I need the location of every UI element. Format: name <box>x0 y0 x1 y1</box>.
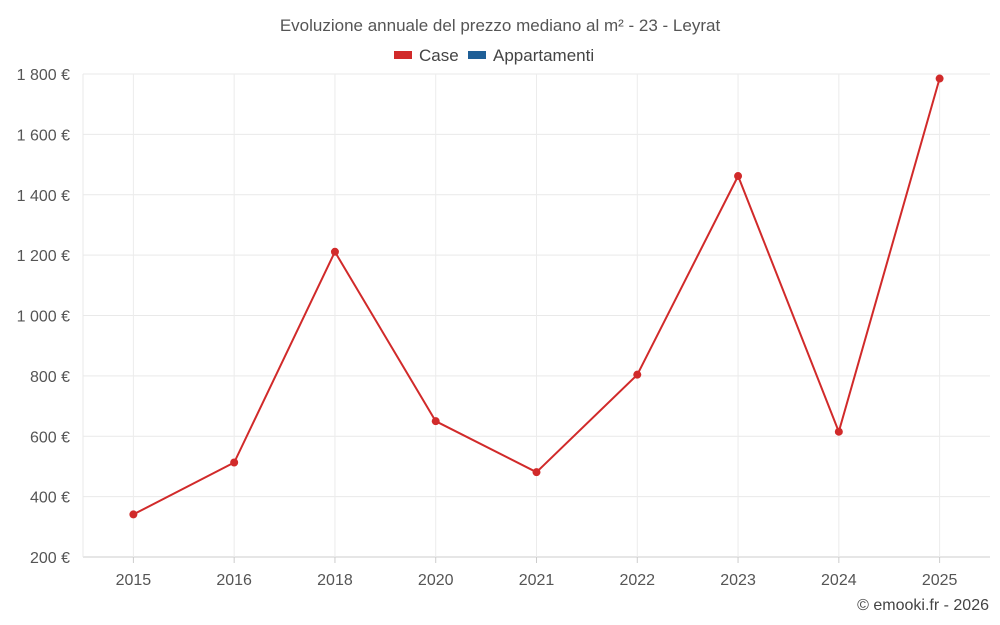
y-axis: 200 € 400 € 600 € 800 € 1 000 € 1 200 € 1 400 … <box>17 67 70 567</box>
x-tick-label: 2018 <box>317 572 353 589</box>
x-tick-label: 2023 <box>720 572 756 589</box>
data-point[interactable] <box>330 247 339 256</box>
x-tick-label: 2016 <box>216 572 252 589</box>
data-point[interactable] <box>129 510 138 519</box>
y-tick-label: 1 200 € <box>17 248 70 265</box>
credit-text: © emooki.fr - 2026 <box>857 597 989 614</box>
data-point[interactable] <box>230 458 239 467</box>
legend-label-case: Case <box>419 46 459 65</box>
x-tick-label: 2025 <box>922 572 958 589</box>
x-tick-label: 2021 <box>519 572 555 589</box>
data-point[interactable] <box>734 172 743 181</box>
legend-item-appartamenti[interactable]: Appartamenti <box>468 46 594 65</box>
y-tick-label: 800 € <box>30 369 70 386</box>
y-tick-label: 1 600 € <box>17 127 70 144</box>
legend-item-case[interactable]: Case <box>394 46 459 65</box>
y-tick-label: 1 400 € <box>17 188 70 205</box>
y-tick-label: 400 € <box>30 490 70 507</box>
legend: Case Appartamenti <box>394 46 594 65</box>
series-case <box>129 74 944 519</box>
data-point[interactable] <box>834 427 843 436</box>
y-tick-label: 1 800 € <box>17 67 70 84</box>
data-point[interactable] <box>935 74 944 83</box>
legend-swatch-case <box>394 51 412 59</box>
data-point[interactable] <box>633 370 642 379</box>
data-point[interactable] <box>431 417 440 426</box>
x-tick-label: 2024 <box>821 572 857 589</box>
x-axis: 2015 2016 2018 2020 2021 2022 2023 2024 2025 <box>116 557 958 589</box>
y-tick-label: 600 € <box>30 429 70 446</box>
grid-lines <box>82 73 990 558</box>
chart-title: Evoluzione annuale del prezzo mediano al… <box>280 16 721 35</box>
legend-swatch-appartamenti <box>468 51 486 59</box>
data-point[interactable] <box>532 468 541 477</box>
x-tick-label: 2015 <box>116 572 152 589</box>
x-tick-label: 2020 <box>418 572 454 589</box>
x-tick-label: 2022 <box>619 572 655 589</box>
legend-label-appartamenti: Appartamenti <box>493 46 594 65</box>
y-tick-label: 200 € <box>30 550 70 567</box>
y-tick-label: 1 000 € <box>17 309 70 326</box>
